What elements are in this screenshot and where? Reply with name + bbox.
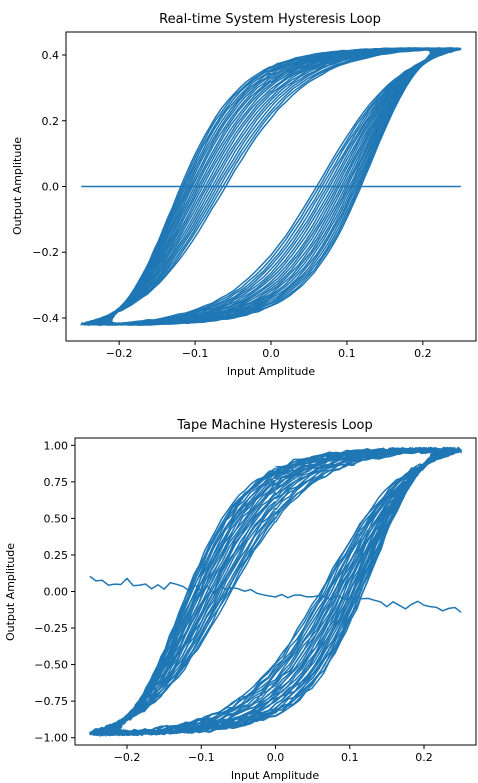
y-tick-label: 0.0 <box>42 181 60 194</box>
series-lines <box>80 47 462 327</box>
chart-title: Tape Machine Hysteresis Loop <box>176 418 373 433</box>
hysteresis-loop <box>80 47 462 327</box>
y-tick-label: 0.25 <box>44 549 69 562</box>
x-tick-label: 0.0 <box>267 751 285 764</box>
hysteresis-loop <box>89 446 462 737</box>
plot-frame <box>74 437 477 746</box>
axis-ticks: −0.2 −0.1 0.0 0.1 0.2 −0.4 −0.2 0.0 0.2 0.4 <box>32 49 431 360</box>
x-axis-label: Input Amplitude <box>231 769 320 782</box>
x-tick-label: 0.0 <box>262 347 280 360</box>
series-lines <box>89 445 462 738</box>
x-axis-label: Input Amplitude <box>227 365 316 378</box>
y-tick-label: −0.2 <box>32 246 59 259</box>
y-tick-label: −0.4 <box>32 312 59 325</box>
x-tick-label: 0.2 <box>415 751 433 764</box>
y-tick-label: −0.25 <box>34 622 68 635</box>
axis-ticks: −0.2 −0.1 0.0 0.1 0.2 −1.00 −0.75 −0.50 −0.25 0.0… <box>34 439 432 764</box>
y-axis-label: Output Amplitude <box>4 543 17 641</box>
y-tick-label: 0.4 <box>42 49 60 62</box>
y-tick-label: 0.75 <box>44 476 69 489</box>
x-tick-label: −0.2 <box>106 347 133 360</box>
y-tick-label: −0.75 <box>34 695 68 708</box>
y-tick-label: 1.00 <box>44 439 69 452</box>
x-tick-label: 0.1 <box>338 347 356 360</box>
chart-realtime: Real-time System Hysteresis Loop −0.2 −0.… <box>11 12 477 378</box>
y-axis-label: Output Amplitude <box>11 137 24 235</box>
x-tick-label: 0.2 <box>414 347 432 360</box>
y-tick-label: 0.50 <box>44 512 69 525</box>
y-tick-label: −1.00 <box>34 732 68 745</box>
y-tick-label: 0.00 <box>44 586 69 599</box>
x-tick-label: −0.1 <box>182 347 209 360</box>
x-tick-label: −0.1 <box>188 751 215 764</box>
x-tick-label: 0.1 <box>341 751 359 764</box>
baseline-trace <box>89 575 462 613</box>
chart-tape-machine: Tape Machine Hysteresis Loop −0.2 −0.1 0.0… <box>4 418 477 782</box>
x-tick-label: −0.2 <box>114 751 141 764</box>
plot-frame <box>65 31 477 342</box>
y-tick-label: −0.50 <box>34 659 68 672</box>
chart-title: Real-time System Hysteresis Loop <box>159 12 381 27</box>
y-tick-label: 0.2 <box>42 115 60 128</box>
